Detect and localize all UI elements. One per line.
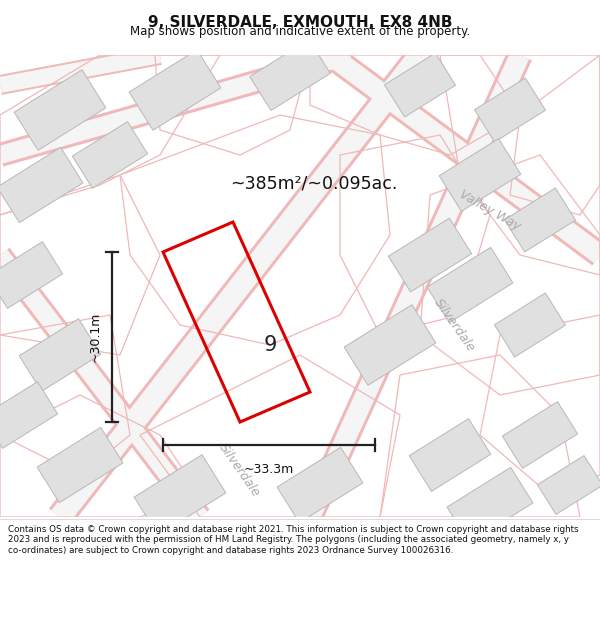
Polygon shape bbox=[0, 148, 83, 222]
Text: Map shows position and indicative extent of the property.: Map shows position and indicative extent… bbox=[130, 26, 470, 39]
Polygon shape bbox=[344, 305, 436, 385]
Text: 9: 9 bbox=[263, 335, 277, 355]
Polygon shape bbox=[298, 49, 532, 522]
Polygon shape bbox=[14, 70, 106, 150]
Polygon shape bbox=[250, 39, 330, 111]
Polygon shape bbox=[134, 455, 226, 535]
Text: Silverdale: Silverdale bbox=[432, 296, 478, 354]
Polygon shape bbox=[494, 293, 566, 357]
Text: Valley Way: Valley Way bbox=[457, 188, 523, 232]
Polygon shape bbox=[388, 218, 472, 292]
Polygon shape bbox=[37, 428, 123, 503]
Polygon shape bbox=[324, 47, 600, 263]
Text: ~30.1m: ~30.1m bbox=[89, 312, 102, 362]
Polygon shape bbox=[427, 248, 513, 322]
Polygon shape bbox=[0, 44, 353, 166]
Polygon shape bbox=[277, 448, 363, 522]
Polygon shape bbox=[447, 468, 533, 542]
Polygon shape bbox=[0, 46, 352, 164]
Polygon shape bbox=[129, 50, 221, 130]
Text: 9, SILVERDALE, EXMOUTH, EX8 4NB: 9, SILVERDALE, EXMOUTH, EX8 4NB bbox=[148, 16, 452, 31]
Polygon shape bbox=[409, 419, 491, 491]
Polygon shape bbox=[49, 46, 431, 526]
Polygon shape bbox=[19, 319, 101, 391]
Polygon shape bbox=[538, 456, 600, 514]
Polygon shape bbox=[0, 242, 62, 308]
Polygon shape bbox=[502, 402, 578, 468]
Polygon shape bbox=[0, 382, 58, 448]
Polygon shape bbox=[73, 122, 148, 188]
Polygon shape bbox=[52, 48, 428, 524]
Text: Silverdale: Silverdale bbox=[217, 441, 263, 499]
Polygon shape bbox=[0, 45, 162, 95]
Polygon shape bbox=[505, 188, 575, 252]
Polygon shape bbox=[439, 139, 521, 211]
Text: ~33.3m: ~33.3m bbox=[244, 463, 294, 476]
Polygon shape bbox=[385, 53, 455, 117]
Polygon shape bbox=[475, 78, 545, 142]
Polygon shape bbox=[322, 44, 600, 266]
Polygon shape bbox=[301, 51, 529, 521]
Text: ~385m²/~0.095ac.: ~385m²/~0.095ac. bbox=[230, 174, 397, 192]
Polygon shape bbox=[0, 249, 207, 522]
Polygon shape bbox=[0, 248, 209, 524]
Text: Contains OS data © Crown copyright and database right 2021. This information is : Contains OS data © Crown copyright and d… bbox=[8, 525, 578, 555]
Polygon shape bbox=[0, 47, 161, 93]
